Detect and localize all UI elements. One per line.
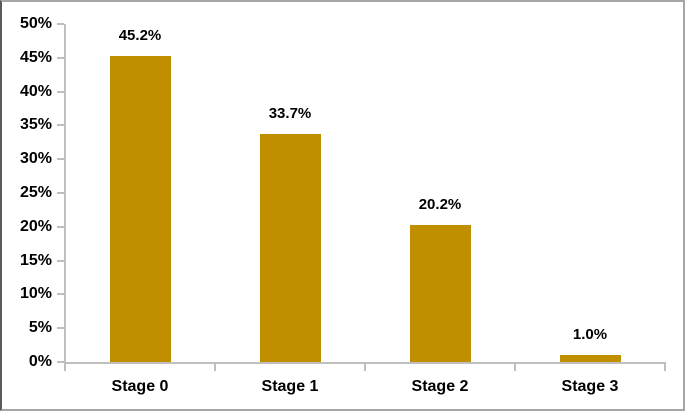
y-axis-label: 20%: [19, 217, 52, 235]
x-axis-tick: [514, 362, 516, 371]
y-axis-tick: [57, 192, 64, 194]
bar-stage-0: [109, 56, 171, 362]
x-axis-tick: [364, 362, 366, 371]
y-axis-line: [64, 24, 66, 362]
y-axis-tick: [57, 259, 64, 262]
x-category-label: Stage 0: [111, 378, 169, 395]
y-axis-label: 45%: [19, 48, 52, 66]
y-axis-tick: [57, 225, 64, 228]
y-axis-label: 10%: [19, 285, 52, 303]
y-axis-label: 25%: [19, 184, 52, 201]
y-axis-label: 30%: [19, 150, 52, 168]
y-axis-tick: [57, 293, 64, 296]
y-axis-label: 35%: [19, 116, 52, 134]
x-category-label: Stage 2: [411, 378, 469, 395]
y-axis-tick: [57, 124, 64, 127]
y-axis-tick: [57, 158, 64, 161]
x-axis-tick: [664, 362, 666, 371]
y-axis-label: 5%: [28, 319, 52, 337]
y-axis-tick: [57, 23, 64, 25]
y-axis-label: 15%: [19, 251, 52, 269]
bar-value-label: 45.2%: [118, 27, 162, 45]
y-axis-label: 40%: [19, 82, 52, 100]
x-axis-tick: [214, 362, 216, 371]
bar-stage-1: [259, 134, 321, 362]
bar-stage-2: [409, 225, 471, 362]
x-axis-tick: [64, 362, 66, 371]
x-category-label: Stage 1: [261, 378, 319, 395]
bar-value-label: 33.7%: [268, 105, 312, 123]
x-category-label: Stage 3: [561, 378, 619, 395]
bar-stage-3: [559, 355, 621, 362]
y-axis-tick: [57, 327, 64, 330]
y-axis-tick: [57, 56, 64, 59]
y-axis-label: 50%: [19, 15, 52, 32]
y-axis-label: 0%: [28, 353, 52, 370]
y-axis-tick: [57, 361, 64, 363]
bar-value-label: 20.2%: [418, 196, 462, 214]
bar-value-label: 1.0%: [572, 326, 608, 344]
y-axis-tick: [57, 90, 64, 93]
